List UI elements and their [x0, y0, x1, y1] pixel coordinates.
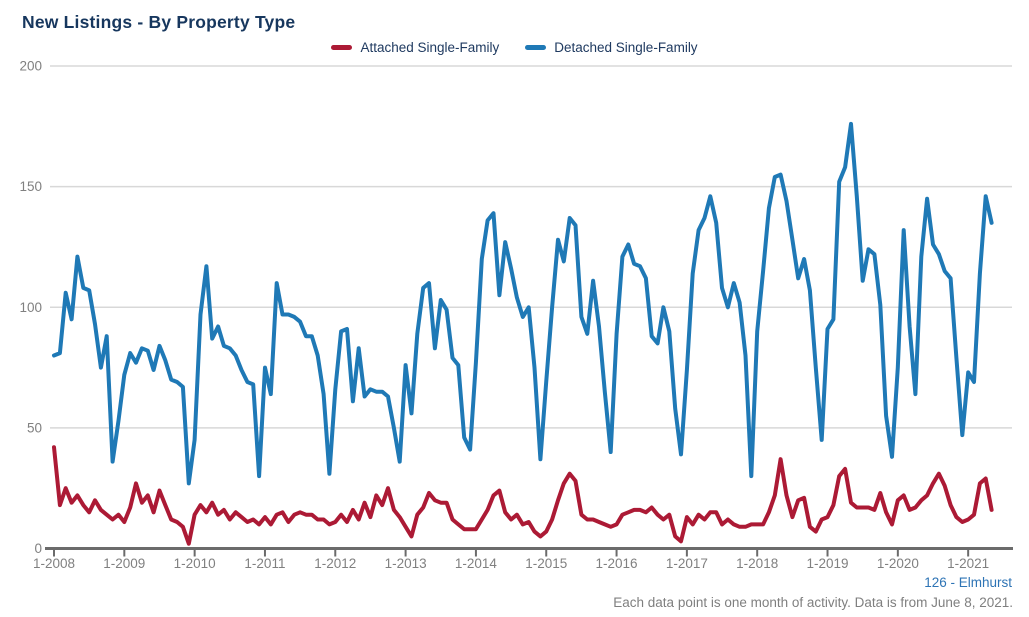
y-axis-label-100: 100: [19, 300, 42, 315]
x-axis-label-1-2008: 1-2008: [33, 556, 75, 571]
legend-item-attached[interactable]: Attached Single-Family: [331, 40, 499, 55]
series-line-detached-single-family: [52, 121, 994, 486]
chart-legend: Attached Single-Family Detached Single-F…: [0, 40, 1029, 55]
x-axis-label-1-2021: 1-2021: [947, 556, 989, 571]
legend-label-detached: Detached Single-Family: [554, 40, 698, 55]
detached-series-swatch-icon: [525, 45, 547, 50]
series-line-attached-single-family: [52, 445, 994, 546]
x-axis-label-1-2019: 1-2019: [806, 556, 848, 571]
legend-label-attached: Attached Single-Family: [360, 40, 500, 55]
x-axis-label-1-2015: 1-2015: [525, 556, 567, 571]
x-axis-label-1-2020: 1-2020: [877, 556, 919, 571]
x-axis-label-1-2018: 1-2018: [736, 556, 778, 571]
x-axis-label-1-2014: 1-2014: [455, 556, 498, 571]
y-axis-label-200: 200: [19, 59, 42, 74]
x-axis-label-1-2010: 1-2010: [174, 556, 216, 571]
x-axis-label-1-2013: 1-2013: [385, 556, 427, 571]
chart-source-label: 126 - Elmhurst: [924, 575, 1012, 590]
x-axis-label-1-2009: 1-2009: [103, 556, 145, 571]
x-axis-label-1-2012: 1-2012: [314, 556, 356, 571]
attached-series-swatch-icon: [331, 45, 353, 50]
y-axis-label-0: 0: [34, 541, 42, 556]
x-axis-label-1-2011: 1-2011: [244, 556, 285, 571]
x-axis-label-1-2017: 1-2017: [666, 556, 708, 571]
page-title: New Listings - By Property Type: [22, 12, 296, 32]
y-axis-label-150: 150: [19, 179, 42, 194]
x-axis-label-1-2016: 1-2016: [596, 556, 638, 571]
y-axis-label-50: 50: [27, 420, 42, 435]
chart-note: Each data point is one month of activity…: [613, 595, 1013, 610]
legend-item-detached[interactable]: Detached Single-Family: [525, 40, 698, 55]
